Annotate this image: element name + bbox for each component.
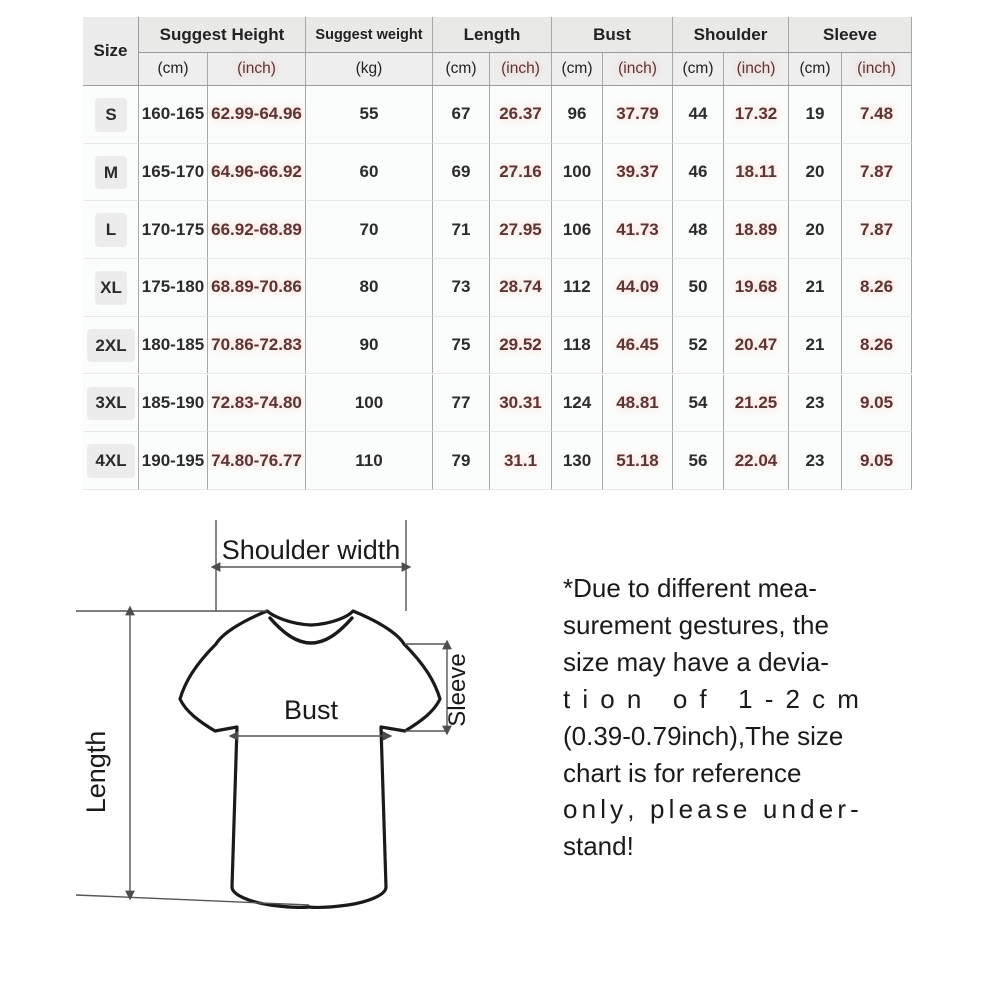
svg-text:Shoulder width: Shoulder width bbox=[222, 535, 401, 565]
svg-text:Sleeve: Sleeve bbox=[444, 653, 471, 726]
svg-text:Length: Length bbox=[81, 731, 111, 814]
svg-text:Bust: Bust bbox=[284, 695, 339, 725]
